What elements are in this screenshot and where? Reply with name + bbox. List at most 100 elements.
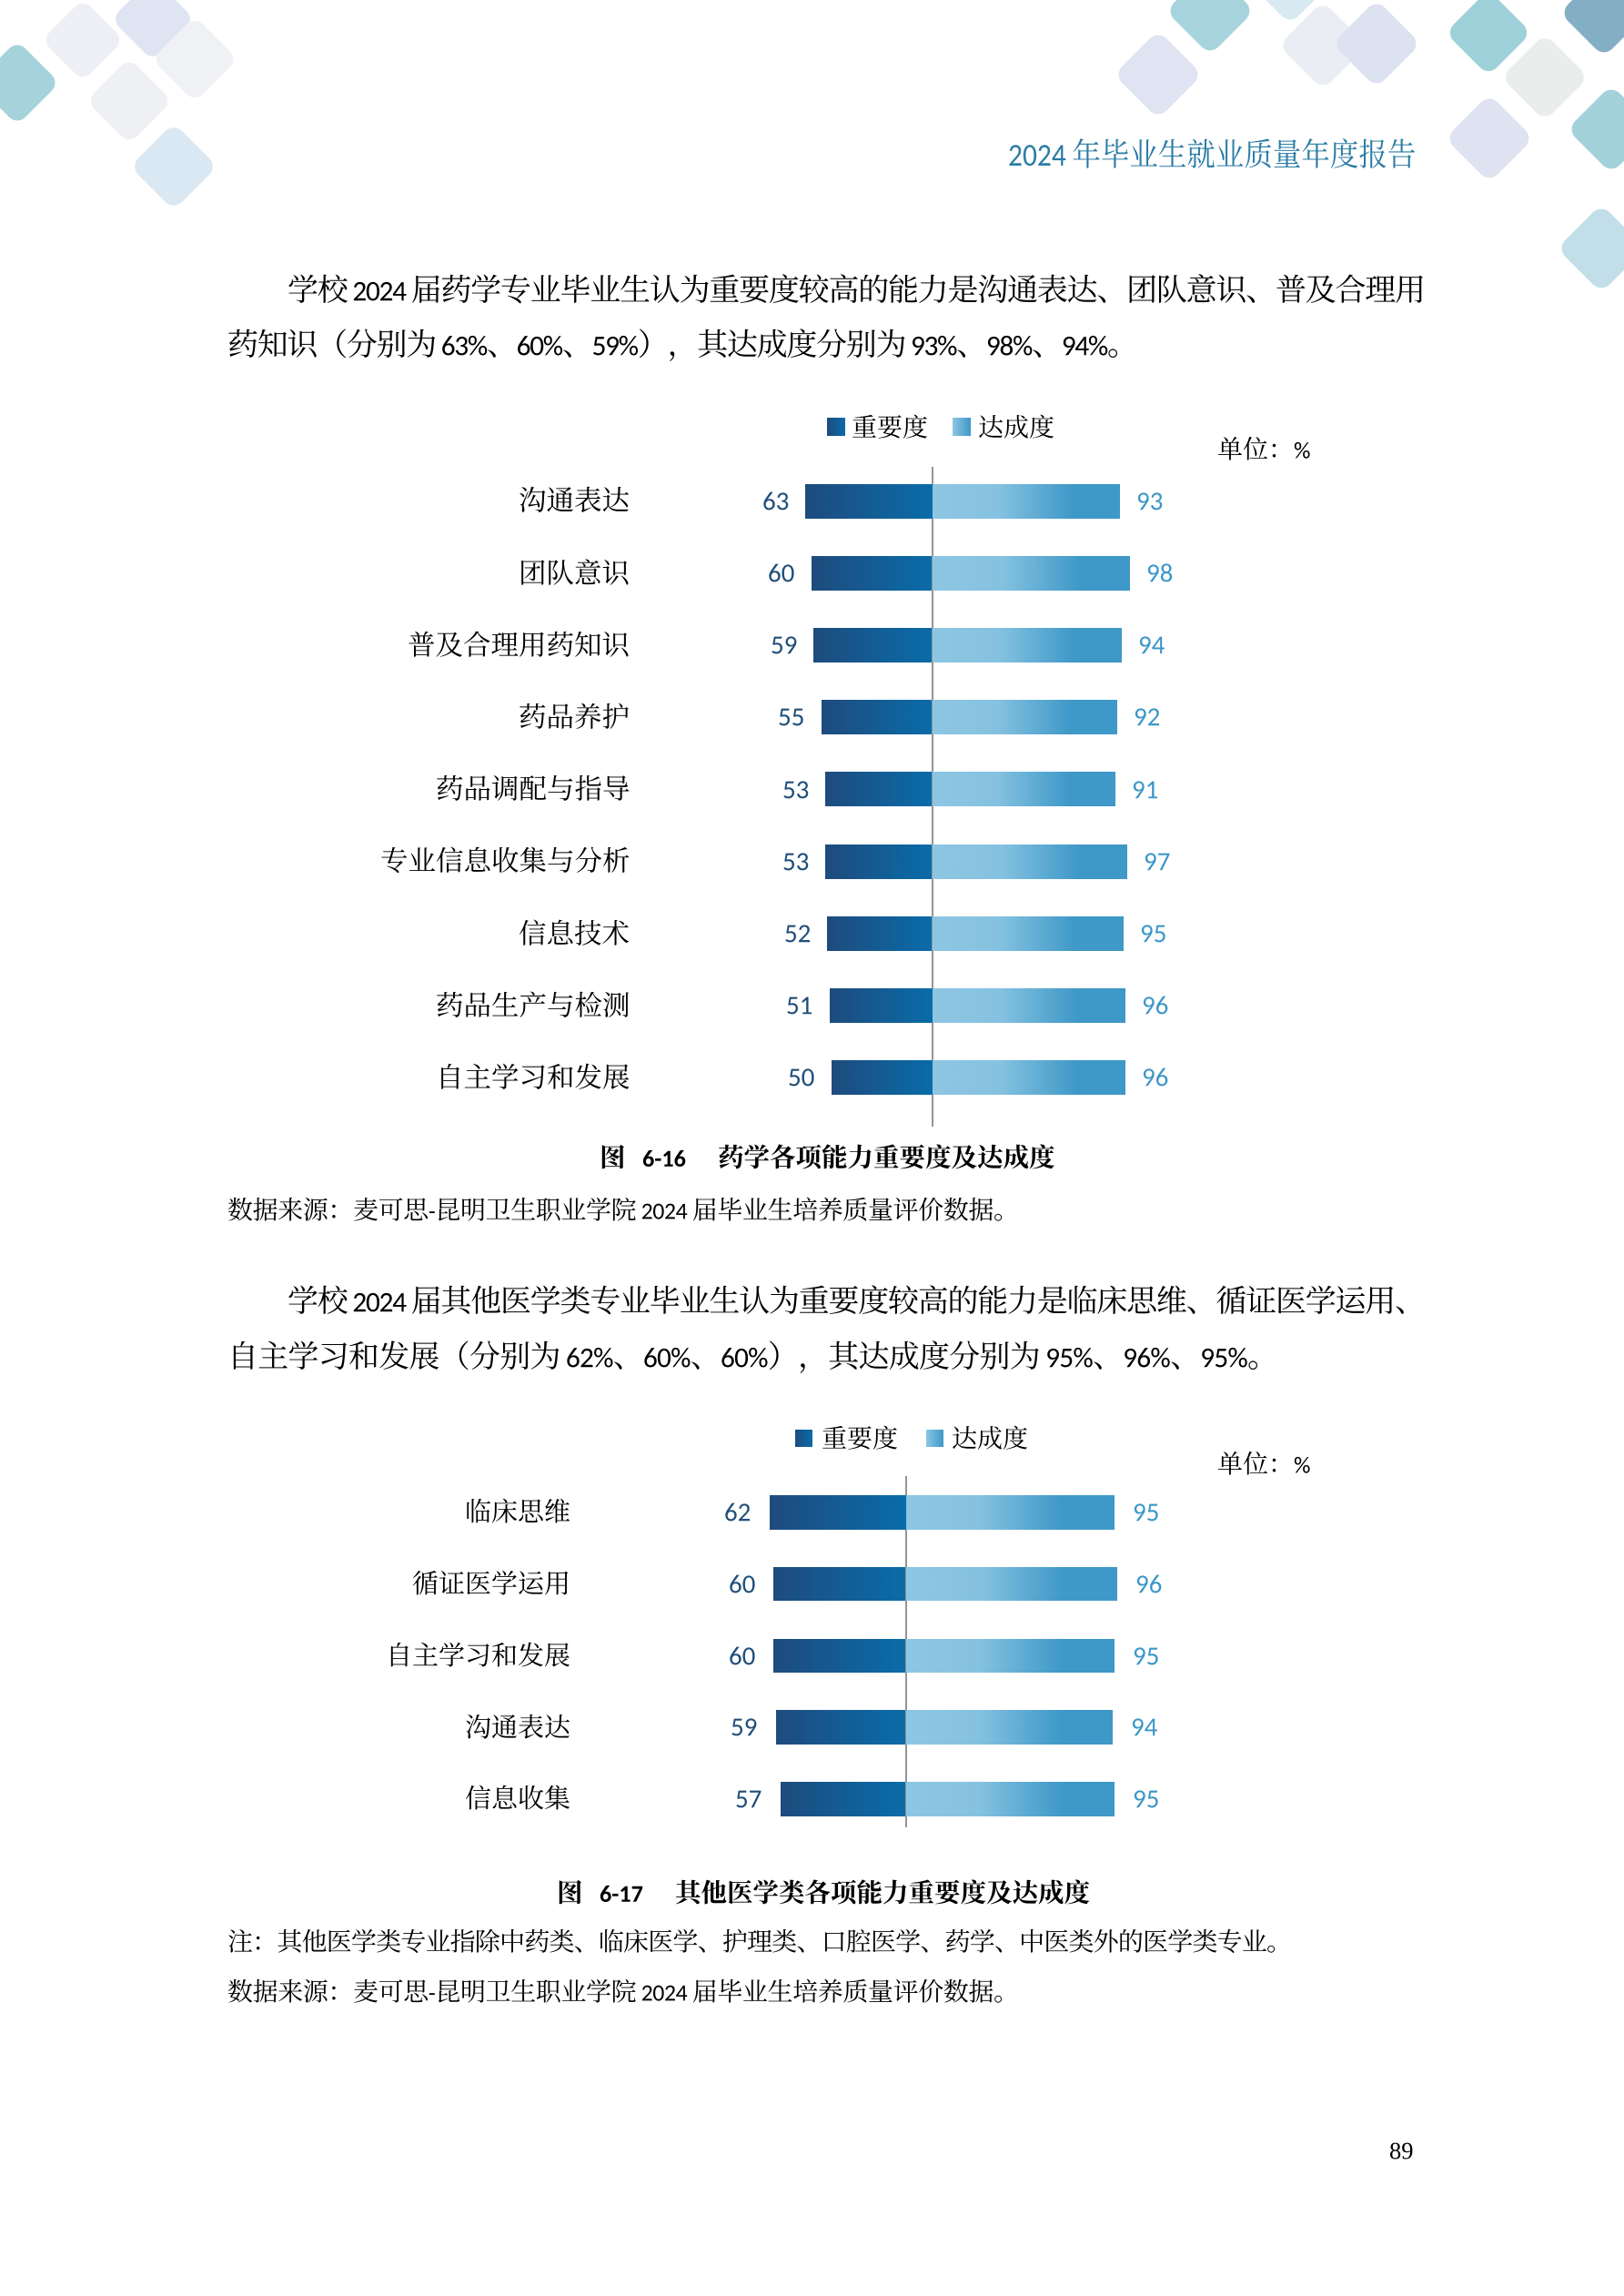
importance-bar	[831, 1060, 933, 1096]
importance-value	[784, 919, 812, 957]
category-label	[519, 558, 630, 598]
caption-label	[557, 1879, 643, 1916]
page-number	[1389, 2139, 1414, 2171]
achievement-bar	[932, 627, 1122, 663]
achievement-bar	[932, 844, 1128, 879]
decor-square	[1250, 0, 1330, 20]
decor-square	[116, 0, 190, 56]
achievement-value	[1136, 487, 1164, 525]
decor-square	[1170, 0, 1250, 51]
category-label	[412, 1570, 570, 1607]
importance-value	[768, 559, 795, 597]
importance-bar	[769, 1495, 906, 1530]
legend-achievement-label	[952, 1425, 1028, 1461]
category-label	[519, 487, 630, 525]
achievement-bar	[932, 555, 1130, 591]
page-header	[1008, 137, 1417, 183]
importance-bar	[811, 555, 933, 591]
unit-label	[1217, 436, 1311, 471]
importance-value	[729, 1570, 756, 1608]
decor-square	[156, 20, 234, 98]
importance-bar	[812, 627, 933, 663]
chart1-source	[227, 1197, 1019, 1232]
legend-importance-swatch	[827, 418, 845, 436]
achievement-value	[1142, 991, 1169, 1029]
decor-square	[90, 62, 168, 140]
category-label	[465, 1498, 570, 1535]
decor-square	[1571, 89, 1624, 169]
importance-bar	[773, 1566, 906, 1602]
achievement-value	[1133, 1785, 1160, 1823]
importance-bar	[780, 1782, 906, 1816]
paragraph2-line2	[227, 1340, 1278, 1383]
importance-bar	[825, 772, 933, 807]
importance-bar	[825, 844, 933, 879]
achievement-bar	[905, 1782, 1115, 1816]
importance-value	[724, 1498, 751, 1536]
achievement-value	[1146, 559, 1174, 597]
corner-decoration-top-left	[0, 0, 234, 206]
decor-square	[1449, 0, 1528, 72]
importance-value	[731, 1713, 758, 1751]
achievement-bar	[932, 483, 1120, 519]
paragraph1-line1	[287, 274, 1426, 317]
unit-label	[1217, 1451, 1311, 1486]
achievement-value	[1133, 1642, 1160, 1680]
paragraph2-line1	[287, 1285, 1426, 1328]
category-label	[386, 1642, 570, 1679]
achievement-value	[1133, 1498, 1160, 1536]
achievement-bar	[905, 1710, 1113, 1745]
legend-achievement-label	[978, 414, 1054, 450]
importance-bar	[827, 915, 933, 951]
achievement-value	[1142, 1063, 1169, 1101]
legend-achievement-swatch	[953, 418, 971, 436]
decor-square	[1337, 4, 1417, 84]
category-label	[465, 1785, 570, 1822]
chart2-source	[227, 1978, 1019, 2014]
importance-value	[762, 487, 790, 525]
importance-value	[782, 775, 810, 814]
importance-bar	[775, 1710, 906, 1745]
decor-square	[1118, 35, 1198, 115]
decor-square	[1449, 98, 1529, 178]
caption-title	[675, 1879, 1090, 1916]
category-label	[380, 846, 630, 885]
importance-bar	[829, 987, 933, 1023]
category-label	[436, 774, 630, 814]
achievement-value	[1132, 775, 1159, 814]
category-label	[436, 1063, 630, 1102]
achievement-bar	[932, 915, 1124, 951]
paragraph1-line2	[227, 329, 1138, 371]
achievement-bar	[905, 1495, 1115, 1530]
achievement-bar	[905, 1566, 1117, 1602]
decor-square	[45, 3, 120, 77]
importance-value	[786, 991, 813, 1029]
category-label	[465, 1714, 570, 1751]
legend-importance-label	[822, 1425, 898, 1461]
achievement-value	[1135, 1570, 1163, 1608]
importance-value	[771, 631, 798, 669]
importance-value	[788, 1063, 815, 1101]
achievement-value	[1144, 847, 1171, 885]
category-label	[519, 919, 630, 958]
caption-label	[600, 1145, 686, 1180]
decor-square	[1283, 5, 1363, 86]
importance-value	[729, 1642, 756, 1680]
legend-achievement-swatch	[925, 1429, 943, 1447]
achievement-bar	[932, 987, 1126, 1023]
achievement-value	[1140, 919, 1167, 957]
achievement-bar	[932, 772, 1116, 807]
category-label	[436, 991, 630, 1030]
caption-title	[718, 1144, 1055, 1180]
achievement-value	[1138, 631, 1165, 669]
importance-value	[778, 703, 805, 741]
importance-bar	[805, 483, 933, 519]
achievement-value	[1134, 703, 1161, 741]
achievement-bar	[932, 1060, 1126, 1096]
importance-value	[782, 847, 810, 885]
decor-square	[1506, 38, 1584, 116]
achievement-bar	[932, 700, 1118, 735]
legend-importance-label	[852, 414, 928, 450]
category-label	[408, 631, 630, 670]
